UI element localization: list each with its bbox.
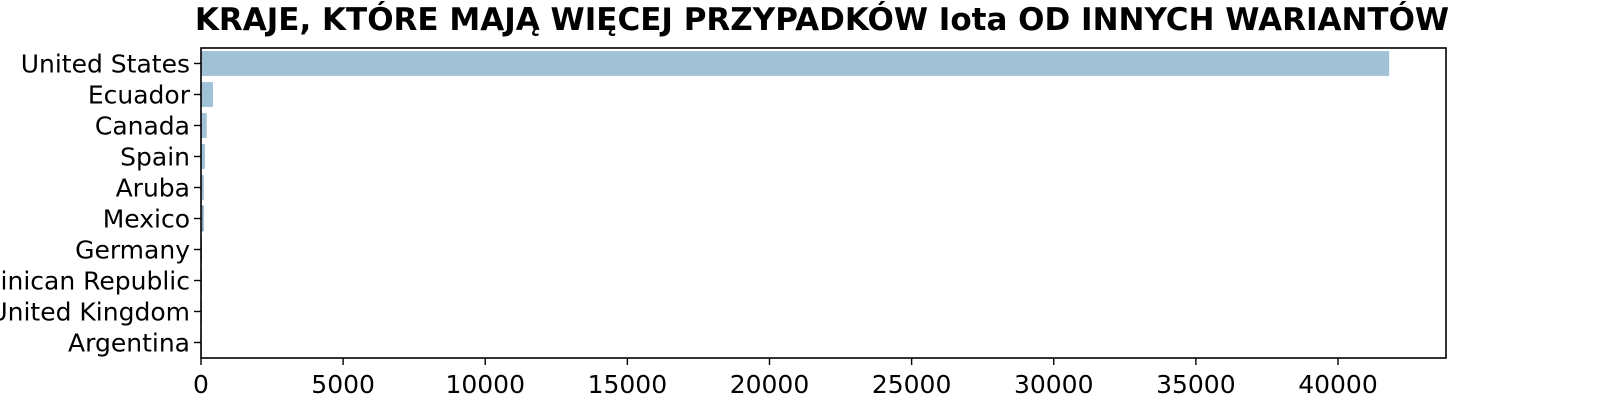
x-tick-label: 0 [193,370,209,399]
bar-spain [201,144,205,169]
x-tick-label: 20000 [730,370,810,399]
x-tick-label: 5000 [311,370,375,399]
x-tick-label: 35000 [1156,370,1236,399]
bar-united-states [201,51,1390,76]
x-tick-label: 25000 [872,370,952,399]
x-tick-label: 40000 [1298,370,1378,399]
y-tick-label: Canada [95,112,190,141]
bars [200,51,1390,356]
y-tick-label: United Kingdom [0,298,190,327]
x-tick-label: 15000 [588,370,668,399]
y-tick-label: United States [21,50,190,79]
bar-aruba [201,175,204,200]
x-tick-label: 30000 [1014,370,1094,399]
y-tick-label: Ecuador [88,81,191,110]
bar-canada [201,113,207,138]
y-tick-label: Mexico [103,205,190,234]
y-axis-ticks: United StatesEcuadorCanadaSpainArubaMexi… [0,50,201,358]
y-tick-label: Dominican Republic [0,267,190,296]
x-axis-ticks: 0 5000 10000 15000 20000 25000 30000 35000 40000 [193,358,1378,399]
y-tick-label: Spain [120,143,190,172]
y-tick-label: Aruba [116,174,190,203]
bar-ecuador [201,82,213,107]
y-tick-label: Germany [75,236,190,265]
chart-title: KRAJE, KTÓRE MAJĄ WIĘCEJ PRZYPADKÓW Iota… [195,1,1449,38]
plot-frame [200,47,1447,359]
x-tick-label: 10000 [445,370,525,399]
y-tick-label: Argentina [68,329,190,358]
